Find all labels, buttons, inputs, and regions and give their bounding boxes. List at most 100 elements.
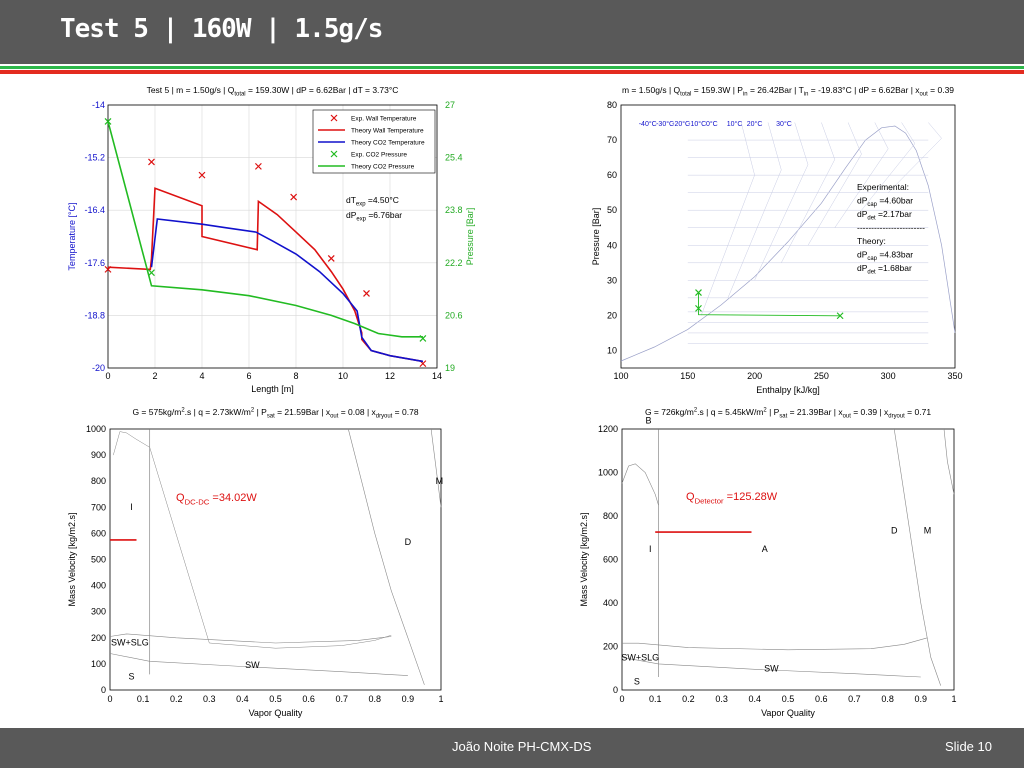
region-label: SW xyxy=(245,660,260,670)
y-tick-label: 100 xyxy=(91,659,106,669)
x-stroke xyxy=(330,114,338,122)
legend-label: Theory CO2 Pressure xyxy=(351,164,415,171)
y-tick-label: 300 xyxy=(91,607,106,617)
region-label: S xyxy=(129,672,135,682)
heat-annotation: QDC-DC =34.02W xyxy=(176,492,257,506)
x-tick-label: 0.5 xyxy=(269,694,282,704)
title-bar xyxy=(0,0,1024,64)
y-tick-label: 0 xyxy=(613,685,618,695)
y-tick-label: 10 xyxy=(607,345,617,355)
y-tick-label: 500 xyxy=(91,555,106,565)
x-stroke xyxy=(330,150,338,158)
annotation: dPexp =6.76bar xyxy=(346,210,402,223)
region-label: I xyxy=(130,502,133,512)
dryout-curve xyxy=(348,428,425,685)
y-tick-label: 800 xyxy=(603,511,618,521)
text-block-line: dPdet =2.17bar xyxy=(857,209,912,222)
y-tick-label: -20 xyxy=(92,363,105,373)
series-marker xyxy=(290,193,298,201)
y-tick-label: 40 xyxy=(607,240,617,250)
chart-flow-map-detector: 0 0.1 0.2 0.3 0.4 0.5 0.6 0.7 0.8 0.9 1 0 200 400 600 8… xyxy=(579,407,957,718)
isotherm-label: 10°C xyxy=(727,120,743,128)
x-axis-label: Length [m] xyxy=(251,384,294,394)
plot-frame xyxy=(107,104,438,369)
mist-curve xyxy=(943,428,955,495)
isotherm-line xyxy=(700,122,755,316)
series-marker xyxy=(327,254,335,262)
x-tick-label: 0.8 xyxy=(369,694,382,704)
x-tick-label: 200 xyxy=(747,371,762,381)
x-tick-label: 0.8 xyxy=(881,694,894,704)
plot-frame xyxy=(621,428,955,691)
region-label: M xyxy=(924,525,932,535)
x-stroke xyxy=(419,360,427,368)
y-tick-label: 1200 xyxy=(598,424,618,434)
x-tick-label: 10 xyxy=(338,371,348,381)
isotherm-line xyxy=(807,122,862,246)
footer-bar xyxy=(0,728,1024,768)
plots-area: 0 2 4 6 8 10 12 14-20-18.8-17.6-16.4-15.2-14192… xyxy=(67,85,963,718)
region-label: D xyxy=(891,525,898,535)
x-tick-label: 2 xyxy=(152,371,157,381)
region-label: SW xyxy=(764,664,779,674)
legend-label: Exp. CO2 Pressure xyxy=(351,152,407,159)
x-tick-label: 4 xyxy=(199,371,204,381)
legend-label: Theory Wall Temperature xyxy=(351,128,424,135)
y-tick-label: 1000 xyxy=(598,468,618,478)
x-stroke xyxy=(363,290,370,297)
x-tick-label: 0.2 xyxy=(170,694,183,704)
y-axis-label: Mass Velocity [kg/m2.s] xyxy=(579,512,589,606)
chart-title: G = 575kg/m2.s | q = 2.73kW/m2 | Psat = … xyxy=(132,407,418,420)
sw-boundary xyxy=(622,637,928,651)
region-label: SW+SLG xyxy=(621,653,659,663)
y-tick-label: 1000 xyxy=(86,424,106,434)
x-stroke xyxy=(148,269,155,277)
x-tick-label: 250 xyxy=(814,371,829,381)
y-tick-label: -16.4 xyxy=(84,205,105,215)
chart-title: G = 726kg/m2.s | q = 5.45kW/m2 | Psat = … xyxy=(645,407,931,420)
footer-author: João Noite PH-CMX-DS xyxy=(452,739,592,754)
y2-tick-label: 20.6 xyxy=(445,310,463,320)
legend-label: Exp. Wall Temperature xyxy=(351,116,417,123)
y2-tick-label: 19 xyxy=(445,363,455,373)
y-tick-label: -17.6 xyxy=(84,258,105,268)
x-tick-label: 0 xyxy=(105,371,110,381)
text-block-line: dPcap =4.60bar xyxy=(857,196,913,209)
x-tick-label: 0.7 xyxy=(335,694,348,704)
x-tick-label: 0.1 xyxy=(137,694,150,704)
isotherm-label: -40°C xyxy=(639,120,657,128)
y-tick-label: -18.8 xyxy=(84,310,105,320)
dryout-curve xyxy=(893,428,941,686)
region-label: A xyxy=(762,544,768,554)
x-tick-label: 0.3 xyxy=(203,694,216,704)
region-label: I xyxy=(649,544,652,554)
legend-marker xyxy=(330,114,338,122)
saturation-dome xyxy=(620,125,956,362)
isotherm-line xyxy=(754,122,809,281)
y-tick-label: 30 xyxy=(607,275,617,285)
slide-title: Test 5 | 160W | 1.5g/s xyxy=(60,14,383,44)
y-tick-label: 200 xyxy=(91,633,106,643)
x-tick-label: 1 xyxy=(438,694,443,704)
y2-tick-label: 25.4 xyxy=(445,153,463,163)
mist-curve xyxy=(430,428,442,508)
x-tick-label: 350 xyxy=(947,371,962,381)
y-tick-label: 20 xyxy=(607,310,617,320)
series-marker xyxy=(148,158,155,166)
series-line xyxy=(107,121,423,338)
plot-frame xyxy=(109,428,442,691)
isotherm-line xyxy=(781,122,836,263)
y-tick-label: -15.2 xyxy=(84,153,105,163)
header-stripe-green xyxy=(0,66,1024,69)
x-stroke xyxy=(836,312,844,320)
series-line xyxy=(698,292,841,317)
x-tick-label: 0 xyxy=(619,694,624,704)
text-block-line: Experimental: xyxy=(857,182,909,192)
series-marker xyxy=(198,171,206,179)
annotation: dTexp =4.50°C xyxy=(346,195,399,208)
series-marker xyxy=(254,162,262,170)
x-tick-label: 1 xyxy=(951,694,956,704)
x-axis-label: Vapor Quality xyxy=(761,708,815,718)
legend-label: Theory CO2 Temperature xyxy=(351,140,425,147)
legend-marker xyxy=(330,150,338,158)
